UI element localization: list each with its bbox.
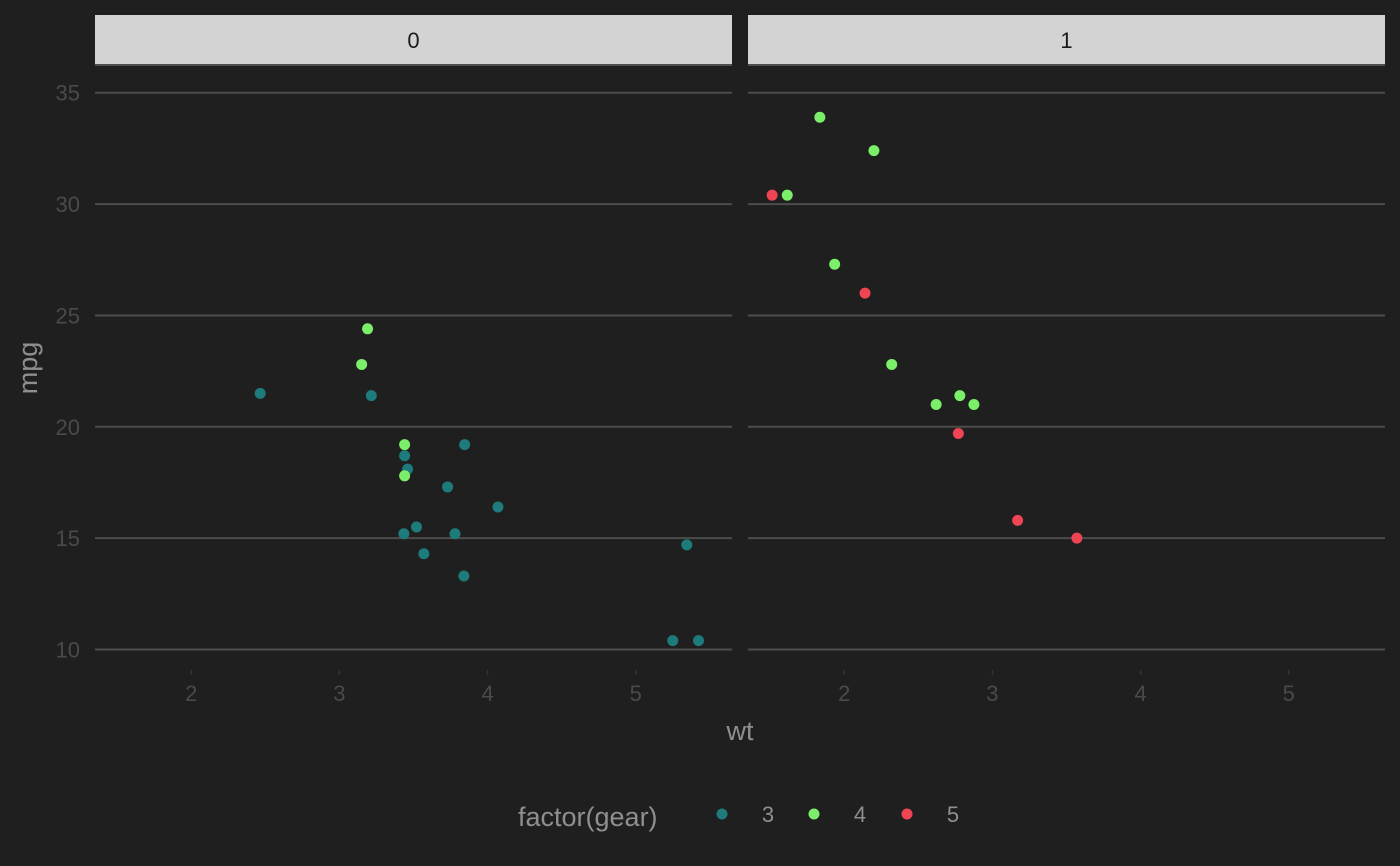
data-point-gear-5 [952, 427, 964, 439]
data-point-gear-3 [399, 450, 411, 462]
x-tick-label: 3 [986, 681, 998, 706]
legend-key-gear-5 [901, 808, 913, 820]
y-tick-label: 25 [56, 303, 80, 328]
data-point-gear-3 [449, 528, 461, 540]
data-point-gear-4 [814, 111, 826, 123]
legend-key-gear-4 [808, 808, 820, 820]
x-tick-label: 5 [630, 681, 642, 706]
x-tick-label: 3 [333, 681, 345, 706]
facet-strip-0 [95, 15, 732, 66]
data-point-gear-4 [954, 390, 966, 402]
facet-panels: 0 2 3 4 5 1 2 3 4 5 10 15 20 25 30 35 [56, 15, 1385, 706]
legend-key-gear-3 [716, 808, 728, 820]
legend-label-gear-5: 5 [947, 802, 959, 827]
x-tick-label: 4 [1134, 681, 1146, 706]
data-point-gear-3 [693, 635, 705, 647]
y-tick-label: 20 [56, 415, 80, 440]
y-tick-label: 15 [56, 526, 80, 551]
x-axis-title: wt [726, 716, 754, 746]
facet-panel-1: 1 2 3 4 5 [748, 15, 1385, 706]
data-point-gear-4 [362, 323, 374, 335]
data-point-gear-4 [886, 358, 898, 370]
legend-title: factor(gear) [518, 802, 658, 832]
data-point-gear-5 [766, 189, 778, 201]
facet-panel-0: 0 2 3 4 5 [95, 15, 732, 706]
data-point-gear-4 [399, 439, 411, 451]
data-point-gear-3 [667, 635, 679, 647]
data-point-gear-4 [356, 358, 368, 370]
data-point-gear-3 [365, 390, 377, 402]
data-point-gear-3 [492, 501, 504, 513]
legend-label-gear-4: 4 [854, 802, 866, 827]
legend: factor(gear) 3 4 5 [518, 802, 959, 832]
data-point-gear-4 [399, 470, 411, 482]
x-tick-label: 2 [185, 681, 197, 706]
data-point-gear-3 [418, 548, 430, 560]
y-axis-title: mpg [13, 342, 43, 395]
x-tick-label: 4 [481, 681, 493, 706]
y-tick-label: 10 [56, 638, 80, 663]
facet-strip-label: 1 [1060, 28, 1072, 53]
data-point-gear-3 [442, 481, 454, 493]
data-point-gear-3 [459, 439, 471, 451]
data-point-gear-3 [458, 570, 470, 582]
data-point-gear-3 [681, 539, 693, 551]
data-point-gear-5 [859, 287, 871, 299]
data-point-gear-3 [398, 528, 410, 540]
data-point-gear-4 [829, 258, 841, 270]
x-tick-label: 2 [838, 681, 850, 706]
data-point-gear-5 [1071, 532, 1083, 544]
y-tick-label: 30 [56, 192, 80, 217]
data-point-gear-5 [1012, 514, 1024, 526]
data-point-gear-3 [410, 521, 422, 533]
facet-strip-label: 0 [407, 28, 419, 53]
data-point-gear-4 [968, 399, 980, 411]
x-tick-label: 5 [1283, 681, 1295, 706]
data-point-gear-4 [781, 189, 793, 201]
facet-strip-1 [748, 15, 1385, 66]
y-tick-label: 35 [56, 81, 80, 106]
legend-label-gear-3: 3 [762, 802, 774, 827]
data-point-gear-3 [254, 387, 266, 399]
data-point-gear-4 [930, 399, 942, 411]
data-point-gear-4 [868, 145, 880, 157]
